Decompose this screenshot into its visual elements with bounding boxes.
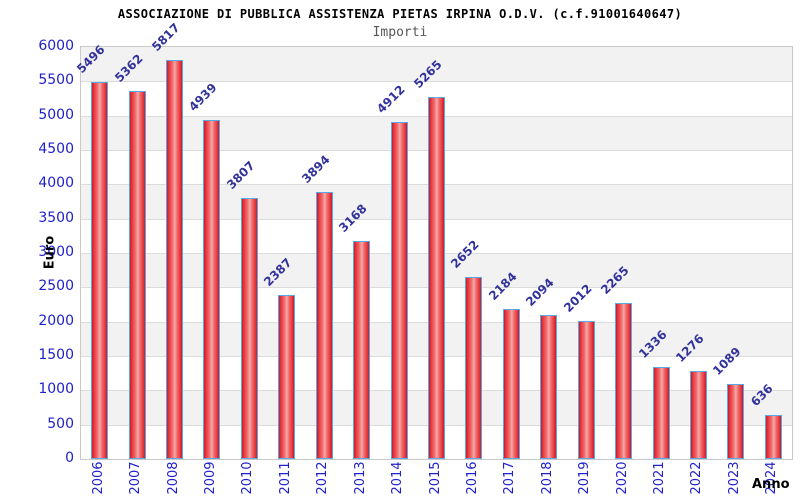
x-tick-2023: 2023 <box>726 461 742 495</box>
chart-title: ASSOCIAZIONE DI PUBBLICA ASSISTENZA PIET… <box>117 7 683 21</box>
x-tick-2013: 2013 <box>352 461 368 495</box>
y-tick-0: 0 <box>65 450 74 466</box>
bar-2020 <box>615 303 633 459</box>
x-tick-2012: 2012 <box>315 461 331 495</box>
bar-2011 <box>278 295 296 459</box>
bar-2024 <box>764 415 782 459</box>
x-tick-2019: 2019 <box>577 461 593 495</box>
bar-2013 <box>353 241 371 459</box>
x-tick-2021: 2021 <box>652 461 668 495</box>
y-tick-4500: 4500 <box>38 141 74 157</box>
bar-2018 <box>540 315 558 459</box>
x-tick-2010: 2010 <box>240 461 256 495</box>
bar-2017 <box>502 309 520 459</box>
y-tick-1500: 1500 <box>38 347 74 363</box>
bar-2007 <box>128 91 146 459</box>
x-tick-2008: 2008 <box>165 461 181 495</box>
y-tick-3500: 3500 <box>38 209 74 226</box>
bar-2019 <box>577 321 595 459</box>
y-tick-5500: 5500 <box>38 72 74 89</box>
x-tick-2007: 2007 <box>128 461 144 495</box>
bar-2012 <box>315 192 333 459</box>
bar-2016 <box>465 277 483 459</box>
chart-subtitle: Importi <box>372 25 428 40</box>
y-tick-2500: 2500 <box>38 278 74 295</box>
x-tick-2022: 2022 <box>689 461 705 495</box>
y-tick-5000: 5000 <box>38 106 74 123</box>
bar-2023 <box>727 384 745 459</box>
x-tick-2009: 2009 <box>202 461 218 495</box>
bar-2006 <box>91 82 109 459</box>
x-tick-2017: 2017 <box>502 461 518 495</box>
y-tick-1000: 1000 <box>38 381 74 398</box>
x-axis-title: Anno <box>752 477 790 492</box>
x-tick-2018: 2018 <box>539 461 555 495</box>
x-tick-2011: 2011 <box>277 461 293 495</box>
bar-2014 <box>390 122 408 459</box>
bar-2008 <box>166 60 184 459</box>
y-tick-3000: 3000 <box>38 244 74 260</box>
y-axis-title: Euro <box>42 235 58 270</box>
bar-2010 <box>240 198 258 459</box>
y-tick-4000: 4000 <box>38 175 74 192</box>
bar-2022 <box>689 371 707 459</box>
y-tick-6000: 6000 <box>38 38 74 54</box>
bar-2015 <box>428 97 445 459</box>
gridline <box>81 81 792 83</box>
x-tick-2020: 2020 <box>614 461 630 495</box>
plot-band <box>81 47 792 82</box>
x-tick-2006: 2006 <box>90 461 106 495</box>
x-tick-2016: 2016 <box>464 461 480 495</box>
x-tick-2014: 2014 <box>390 461 406 495</box>
x-tick-2015: 2015 <box>427 461 443 495</box>
plot-area: 5496 5362 5817 4939 3807 2387 3894 3168 4912 5265… <box>74 20 793 460</box>
bar-2009 <box>203 120 221 459</box>
bar-2021 <box>652 367 670 459</box>
y-tick-500: 500 <box>47 415 74 432</box>
y-tick-2000: 2000 <box>38 312 74 329</box>
